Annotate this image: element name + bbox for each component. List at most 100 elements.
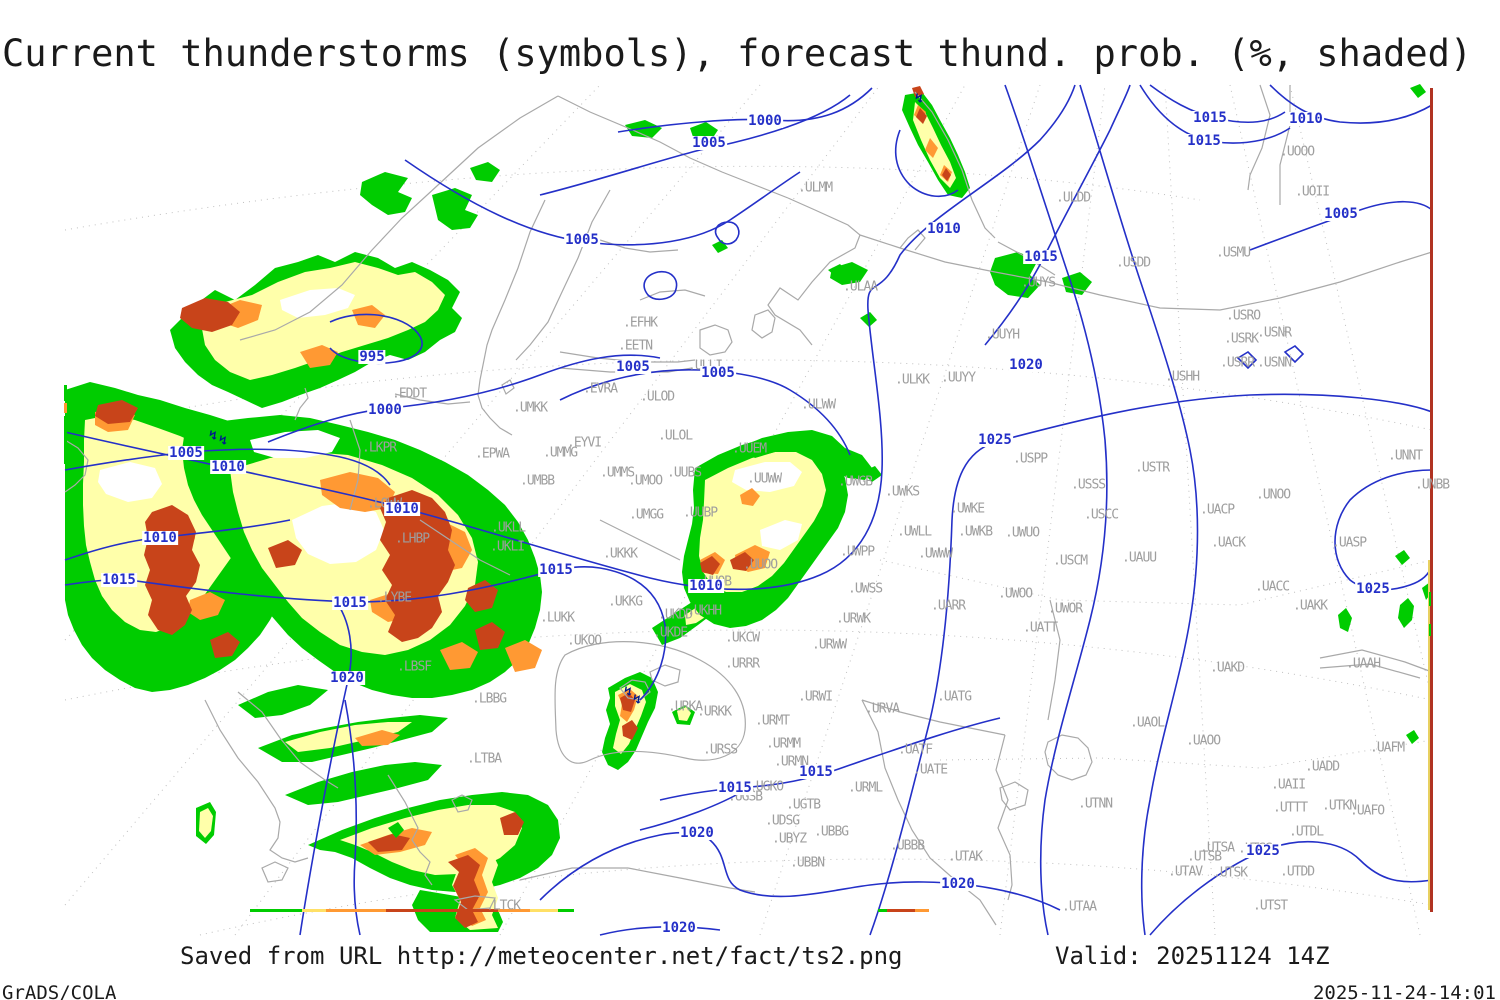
station-label: .USRK	[1224, 331, 1259, 347]
station-label: .UKKG	[608, 594, 643, 610]
isobar-label: 1020	[329, 670, 365, 686]
station-label: .UGKO	[749, 779, 784, 795]
station-label: .USRO	[1226, 308, 1261, 324]
station-label: .URKA	[668, 699, 703, 715]
station-label: .UATT	[1023, 620, 1058, 636]
station-label: .USSS	[1071, 477, 1106, 493]
station-label: .UAFM	[1370, 740, 1405, 756]
footer-valid-time: Valid: 20251124 14Z	[1055, 942, 1330, 970]
station-label: .UATE	[913, 762, 948, 778]
footer-saved-from-url: Saved from URL http://meteocenter.net/fa…	[180, 942, 903, 970]
isobar-label: 1010	[384, 501, 420, 517]
graticule-lines	[64, 84, 1433, 936]
station-label: .URWW	[812, 637, 847, 653]
station-label: .UDSG	[765, 813, 800, 829]
isobar-label: 1005	[615, 359, 651, 375]
station-label: .UAOL	[1130, 715, 1165, 731]
station-label: .UTKN	[1322, 798, 1357, 814]
station-label: .URKK	[697, 704, 732, 720]
station-label: .URMT	[755, 713, 790, 729]
station-label: .UMOO	[628, 473, 663, 489]
station-label: .LUKK	[540, 610, 575, 626]
station-label: .UWUO	[1005, 525, 1040, 541]
station-label: .ULWW	[801, 397, 836, 413]
station-label: .UBBG	[814, 824, 849, 840]
station-label: .UACK	[1211, 535, 1246, 551]
station-label: .UTSK	[1213, 865, 1248, 881]
isobar-label: 995	[358, 349, 386, 365]
isobar-label: 1015	[717, 780, 753, 796]
station-label: .ULKK	[895, 372, 930, 388]
isobar-label: 1015	[538, 562, 574, 578]
station-label: .UNBB	[1415, 477, 1450, 493]
station-label: .USHH	[1165, 369, 1200, 385]
isobar-label: 1010	[1288, 111, 1324, 127]
isobar-label: 1005	[1323, 206, 1359, 222]
station-label: .ULDD	[1056, 190, 1091, 206]
station-label: .EETN	[618, 338, 653, 354]
station-label: .EVRA	[583, 381, 618, 397]
isobar-label: 1025	[1245, 843, 1281, 859]
station-label: .UUWW	[747, 471, 782, 487]
station-label: .UWOR	[1048, 601, 1083, 617]
station-label: .UUOO	[743, 557, 778, 573]
isobar-label: 1020	[1008, 357, 1044, 373]
isobar-label: 1005	[700, 365, 736, 381]
station-label: .LTBA	[467, 751, 502, 767]
station-label: .UUYS	[1021, 275, 1056, 291]
station-label: .UWKE	[950, 501, 985, 517]
station-label: .EFHK	[623, 315, 658, 331]
station-label: .UASP	[1332, 535, 1367, 551]
station-label: .UUBS	[667, 465, 702, 481]
station-label: .UTNN	[1078, 796, 1113, 812]
station-label: .UAAH	[1346, 656, 1381, 672]
station-label: .UMBB	[520, 473, 555, 489]
station-label: .UBYZ	[772, 831, 807, 847]
station-label: .EPWA	[475, 446, 510, 462]
station-label: .URVA	[865, 701, 900, 717]
station-label: .UKOO	[567, 633, 602, 649]
station-label: .UKDD	[658, 607, 693, 623]
footer-generator-credit: GrADS/COLA	[2, 982, 117, 1000]
station-label: .UWLL	[897, 524, 932, 540]
isobar-label: 1020	[679, 825, 715, 841]
isobar-label: 1010	[926, 221, 962, 237]
isobar-label: 1015	[332, 595, 368, 611]
station-label: .USMU	[1216, 245, 1251, 261]
station-label: .UTSA	[1200, 840, 1235, 856]
station-label: .LKPR	[362, 440, 397, 456]
isobar-label: 1000	[367, 402, 403, 418]
station-label: .UWSS	[848, 581, 883, 597]
isobar-label: 1015	[101, 572, 137, 588]
station-label: .UMMS	[600, 465, 635, 481]
station-label: .UKLI	[490, 539, 525, 555]
station-label: .LTCK	[486, 898, 521, 914]
station-label: .UUEM	[732, 441, 767, 457]
station-label: .UTSB	[1187, 849, 1222, 865]
station-label: .UTAV	[1168, 864, 1203, 880]
station-label: .LYBE	[377, 590, 412, 606]
station-label: .USTR	[1135, 460, 1170, 476]
station-label: .UKLL	[491, 520, 526, 536]
station-label: .UATF	[898, 742, 933, 758]
station-label: .UWGB	[838, 474, 873, 490]
station-label: .USCC	[1084, 507, 1119, 523]
station-label: .UACP	[1200, 502, 1235, 518]
station-label: .UWPP	[840, 544, 875, 560]
station-label: .UGTB	[786, 797, 821, 813]
station-label: .LHBP	[395, 531, 430, 547]
station-label: .UWOO	[998, 586, 1033, 602]
station-label: .USPP	[1013, 451, 1048, 467]
station-label: .UATG	[937, 689, 972, 705]
station-label: .UBBN	[790, 855, 825, 871]
thunderstorm-symbol: ↯	[219, 433, 227, 449]
station-label: .UACC	[1255, 579, 1290, 595]
thunderstorm-symbol: ↯	[209, 428, 217, 444]
isobar-label: 1010	[142, 530, 178, 546]
station-label: .UAII	[1271, 777, 1306, 793]
station-label: .UMMG	[543, 445, 578, 461]
station-label: .UAKD	[1210, 660, 1245, 676]
station-label: .USDD	[1116, 255, 1151, 271]
